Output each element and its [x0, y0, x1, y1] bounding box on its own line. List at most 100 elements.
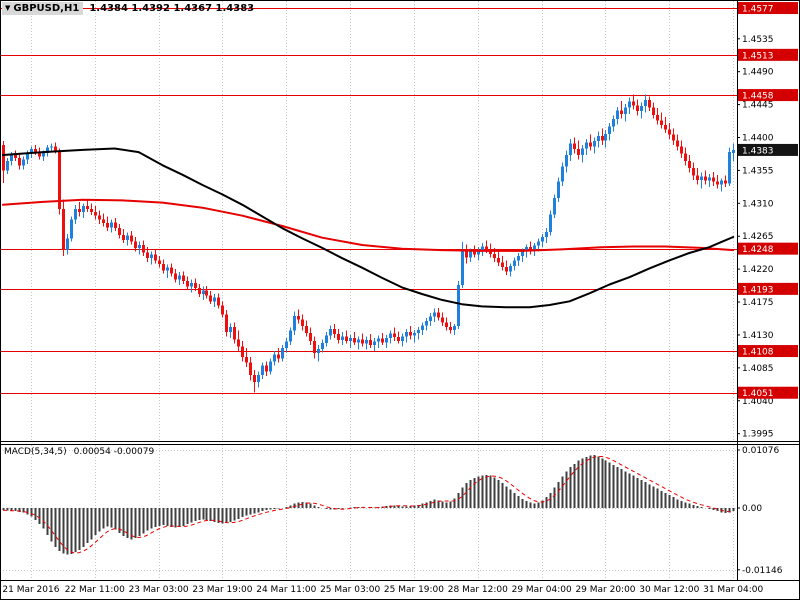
time-tick-label: 29 Mar 04:00 — [512, 585, 572, 595]
candle-body — [309, 332, 312, 341]
time-axis[interactable]: 21 Mar 2016 22 Mar 11:00 23 Mar 03:00 23 Ma… — [2, 585, 763, 595]
price-tick-label: 1.4490 — [742, 68, 774, 78]
candle-body — [421, 325, 424, 330]
candle-body — [517, 255, 520, 261]
candle-body — [604, 133, 607, 141]
candle-body — [325, 335, 328, 343]
candle-body — [465, 249, 468, 258]
macd-tick-label: -0.01146 — [742, 566, 783, 576]
candle-body — [624, 107, 627, 115]
candle-body — [696, 175, 699, 180]
candle-body — [668, 129, 671, 135]
level-lines[interactable] — [0, 8, 737, 394]
candle-body — [533, 245, 536, 251]
candle-body — [700, 176, 703, 180]
time-tick-label: 25 Mar 19:00 — [384, 585, 444, 595]
candle-body — [154, 254, 157, 261]
candle-body — [585, 142, 588, 149]
candle-body — [102, 219, 105, 224]
price-tick-label: 1.4175 — [742, 298, 774, 308]
candle-body — [158, 260, 161, 265]
candle-body — [433, 312, 436, 317]
price-axis[interactable]: 1.4535 1.4490 1.4445 1.4400 1.4355 1.4310 1.42… — [737, 2, 798, 440]
candle-body — [537, 241, 540, 246]
candle-body — [174, 273, 177, 280]
candle-body — [469, 251, 472, 258]
price-tick-label: 1.4085 — [742, 364, 774, 374]
macd-signal-line — [2, 456, 734, 554]
candle-body — [42, 152, 45, 157]
candle-body — [285, 341, 288, 349]
candle-body — [265, 365, 268, 372]
candle-body — [162, 264, 165, 271]
candle-body — [593, 141, 596, 147]
price-tick-label: 1.4355 — [742, 166, 774, 176]
candle-body — [589, 142, 592, 147]
price-level-badge — [738, 242, 798, 255]
candle-body — [341, 336, 344, 341]
candle-body — [178, 275, 181, 280]
candle-body — [361, 339, 364, 344]
candle-body — [716, 181, 719, 185]
price-level-badge-label: 1.4513 — [742, 51, 774, 61]
candle-body — [293, 315, 296, 331]
one-click-trading-icon[interactable]: ▼ — [5, 4, 11, 12]
candle-body — [640, 106, 643, 112]
candle-body — [628, 101, 631, 108]
time-tick-label: 31 Mar 04:00 — [703, 585, 763, 595]
candle-body — [130, 235, 133, 242]
candle-body — [106, 223, 109, 228]
candle-body — [261, 365, 264, 376]
candle-body — [58, 150, 61, 210]
candle-body — [413, 332, 416, 336]
current-price-badge-label: 1.4383 — [742, 146, 774, 156]
candle-body — [194, 283, 197, 289]
candle-body — [373, 341, 376, 346]
candle-body — [217, 297, 220, 306]
candle-body — [529, 247, 532, 251]
candle-body — [393, 333, 396, 338]
candle-body — [277, 354, 280, 359]
candle-body — [357, 339, 360, 343]
price-level-badge — [738, 48, 798, 61]
candle-body — [14, 155, 17, 158]
ma-red-line — [2, 198, 735, 252]
macd-axis[interactable]: 0.01076 0.00 -0.01146 — [737, 446, 783, 576]
candle-body — [78, 209, 81, 213]
candle-body — [672, 134, 675, 141]
candle-body — [616, 110, 619, 120]
candle-body — [142, 245, 145, 253]
candle-body — [477, 250, 480, 255]
candle-body — [581, 148, 584, 156]
candle-body — [297, 315, 300, 320]
price-level-badge — [738, 89, 798, 102]
candle-body — [249, 362, 252, 376]
candle-body — [445, 322, 448, 327]
candle-body — [329, 329, 332, 336]
candle-body — [565, 155, 568, 167]
price-tick-label: 1.4040 — [742, 397, 774, 407]
candle-body — [521, 251, 524, 256]
macd-values: 0.00054 -0.00079 — [73, 447, 155, 457]
candle-body — [273, 354, 276, 362]
candle-body — [409, 332, 412, 336]
candle-body — [561, 166, 564, 182]
macd-histogram — [2, 455, 735, 555]
candle-body — [425, 321, 428, 326]
candle-body — [545, 231, 548, 237]
candle-body — [26, 153, 29, 160]
candle-body — [18, 157, 21, 166]
candle-body — [150, 254, 153, 259]
candle-body — [612, 119, 615, 127]
candle-body — [126, 235, 129, 240]
candle-body — [652, 107, 655, 115]
price-tick-label: 1.4400 — [742, 133, 774, 143]
candle-body — [704, 176, 707, 181]
candle-body — [110, 222, 113, 228]
candle-body — [138, 245, 141, 248]
candle-body — [541, 236, 544, 242]
candle-body — [229, 326, 232, 333]
candle-body — [385, 337, 388, 343]
